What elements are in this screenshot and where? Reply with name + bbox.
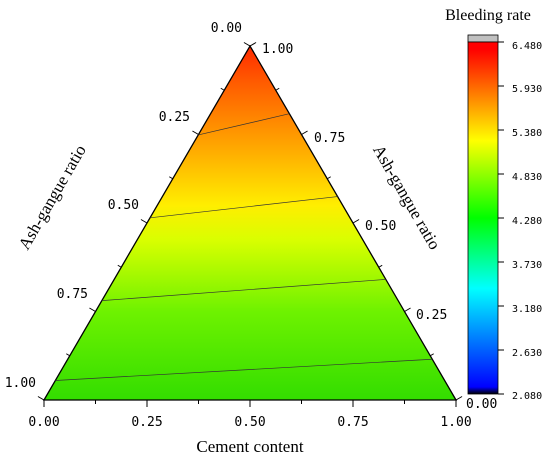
axis-ticks bbox=[37, 42, 463, 407]
right-axis-tick-4 bbox=[352, 219, 360, 224]
colorbar-ticks bbox=[498, 41, 504, 395]
left-axis-tick-3 bbox=[117, 264, 122, 268]
left-axis-tick-4 bbox=[140, 219, 148, 224]
colorbar-tick-label-1: 5.930 bbox=[512, 84, 542, 95]
right-axis-tick-6 bbox=[301, 130, 308, 135]
right-tick-label-4: 1.00 bbox=[262, 42, 293, 57]
contour-line-3 bbox=[198, 113, 290, 136]
colorbar-overflow-swatch bbox=[467, 34, 499, 43]
right-axis-tick-2 bbox=[404, 307, 411, 312]
colorbar-gradient bbox=[467, 41, 499, 395]
left-axis-tick-7 bbox=[220, 87, 225, 91]
right-tick-label-3: 0.75 bbox=[314, 131, 345, 146]
left-tick-label-4: 1.00 bbox=[5, 376, 36, 391]
colorbar-tick-label-6: 3.180 bbox=[512, 304, 542, 315]
right-tick-label-1: 0.25 bbox=[416, 308, 447, 323]
contour-line-1 bbox=[101, 279, 386, 302]
contour-line-0 bbox=[55, 358, 433, 381]
left-axis-tick-6 bbox=[192, 130, 199, 135]
left-axis-tick-0 bbox=[37, 396, 45, 401]
colorbar-tick-label-3: 4.830 bbox=[512, 172, 542, 183]
left-axis-tick-8 bbox=[243, 42, 251, 47]
left-tick-label-3: 0.75 bbox=[57, 287, 88, 302]
contour-lines bbox=[55, 113, 433, 381]
bottom-tick-label-1: 0.25 bbox=[131, 415, 162, 430]
colorbar-tick-label-0: 6.480 bbox=[512, 41, 542, 52]
left-tick-label-2: 0.50 bbox=[108, 198, 139, 213]
colorbar-tick-label-7: 2.630 bbox=[512, 348, 542, 359]
right-axis-tick-3 bbox=[378, 264, 383, 268]
colorbar-tick-label-2: 5.380 bbox=[512, 128, 542, 139]
colorbar-title: Bleeding rate bbox=[445, 7, 531, 24]
right-axis-tick-8 bbox=[249, 42, 257, 47]
right-tick-label-0: 0.00 bbox=[466, 397, 497, 412]
bottom-tick-label-4: 1.00 bbox=[440, 415, 471, 430]
right-tick-label-2: 0.50 bbox=[365, 219, 396, 234]
colorbar-tick-label-4: 4.280 bbox=[512, 216, 542, 227]
left-tick-label-0: 0.00 bbox=[211, 21, 242, 36]
left-axis-tick-1 bbox=[66, 353, 71, 357]
bottom-axis-title: Cement content bbox=[196, 437, 303, 456]
contour-line-2 bbox=[149, 196, 338, 219]
right-axis-tick-7 bbox=[275, 87, 280, 91]
colorbar-tick-label-8: 2.080 bbox=[512, 391, 542, 402]
right-axis-title: Ash-gangue ratio bbox=[369, 142, 444, 253]
right-axis-tick-0 bbox=[455, 396, 463, 401]
bottom-tick-label-3: 0.75 bbox=[337, 415, 368, 430]
left-axis-tick-5 bbox=[169, 176, 174, 180]
colorbar-tick-label-5: 3.730 bbox=[512, 260, 542, 271]
right-axis-tick-1 bbox=[429, 353, 434, 357]
right-axis-tick-5 bbox=[326, 176, 331, 180]
bottom-tick-label-0: 0.00 bbox=[28, 415, 59, 430]
bottom-tick-label-2: 0.50 bbox=[234, 415, 265, 430]
left-axis-tick-2 bbox=[89, 307, 96, 312]
left-axis-title: Ash-gangue ratio bbox=[15, 142, 90, 253]
left-tick-label-1: 0.25 bbox=[159, 110, 190, 125]
